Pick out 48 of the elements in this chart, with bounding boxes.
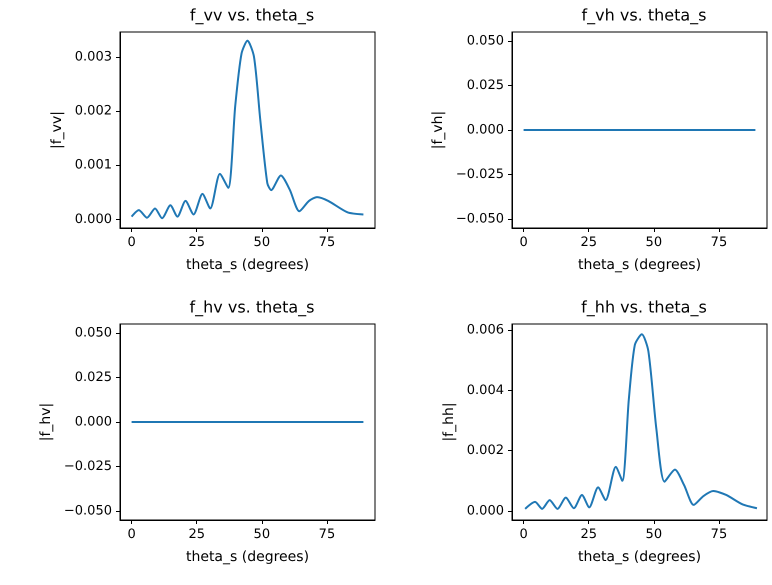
x-tick-label: 0 xyxy=(127,527,136,542)
y-axis-title: |f_hv| xyxy=(38,402,54,442)
y-tick-label: 0.003 xyxy=(74,49,112,64)
y-tick-label: −0.050 xyxy=(456,212,504,227)
y-tick-label: −0.050 xyxy=(64,504,112,519)
line-series xyxy=(524,333,758,510)
x-tick-label: 75 xyxy=(710,527,728,542)
x-tick-label: 25 xyxy=(580,235,597,250)
x-axis-title: theta_s (degrees) xyxy=(186,257,310,273)
x-tick-label: 25 xyxy=(188,527,205,542)
y-tick-label: −0.025 xyxy=(456,167,504,182)
y-tick-label: 0.002 xyxy=(74,104,112,119)
y-tick-label: 0.050 xyxy=(74,325,112,340)
y-axis-title: |f_vv| xyxy=(48,111,65,149)
chart-title: f_vh vs. theta_s xyxy=(582,6,706,24)
chart-title: f_vv vs. theta_s xyxy=(190,6,314,24)
y-tick-label: 0.001 xyxy=(74,158,112,173)
x-tick-label: 0 xyxy=(519,527,528,542)
x-tick-label: 75 xyxy=(318,527,336,542)
x-tick-label: 0 xyxy=(519,235,528,250)
y-tick-label: 0.002 xyxy=(466,443,504,458)
x-tick-label: 75 xyxy=(710,235,728,250)
y-tick-label: 0.025 xyxy=(74,370,112,385)
chart-title: f_hh vs. theta_s xyxy=(581,298,707,316)
x-tick-label: 50 xyxy=(254,527,270,542)
y-axis-title: |f_vh| xyxy=(430,110,446,150)
x-tick-label: 25 xyxy=(188,235,205,250)
chart-title: f_hv vs. theta_s xyxy=(190,298,314,316)
x-tick-label: 50 xyxy=(254,235,270,250)
line-series xyxy=(130,40,364,220)
x-tick-label: 75 xyxy=(318,235,336,250)
x-axis-title: theta_s (degrees) xyxy=(578,257,702,273)
x-tick-label: 25 xyxy=(580,527,597,542)
y-tick-label: 0.000 xyxy=(74,414,112,430)
y-tick-label: 0.050 xyxy=(466,33,504,48)
x-axis-title: theta_s (degrees) xyxy=(578,549,702,565)
y-tick-label: 0.006 xyxy=(466,322,504,338)
x-axis-title: theta_s (degrees) xyxy=(186,549,310,565)
y-tick-label: −0.025 xyxy=(64,459,112,474)
y-tick-label: 0.000 xyxy=(466,122,504,138)
y-tick-label: 0.000 xyxy=(466,503,504,518)
y-axis-title: |f_hh| xyxy=(440,402,457,442)
x-tick-label: 50 xyxy=(646,527,662,542)
y-tick-label: 0.025 xyxy=(466,78,504,93)
x-tick-label: 0 xyxy=(127,235,136,250)
y-tick-label: 0.000 xyxy=(74,212,112,227)
x-tick-label: 50 xyxy=(646,235,662,250)
y-tick-label: 0.004 xyxy=(466,382,504,398)
